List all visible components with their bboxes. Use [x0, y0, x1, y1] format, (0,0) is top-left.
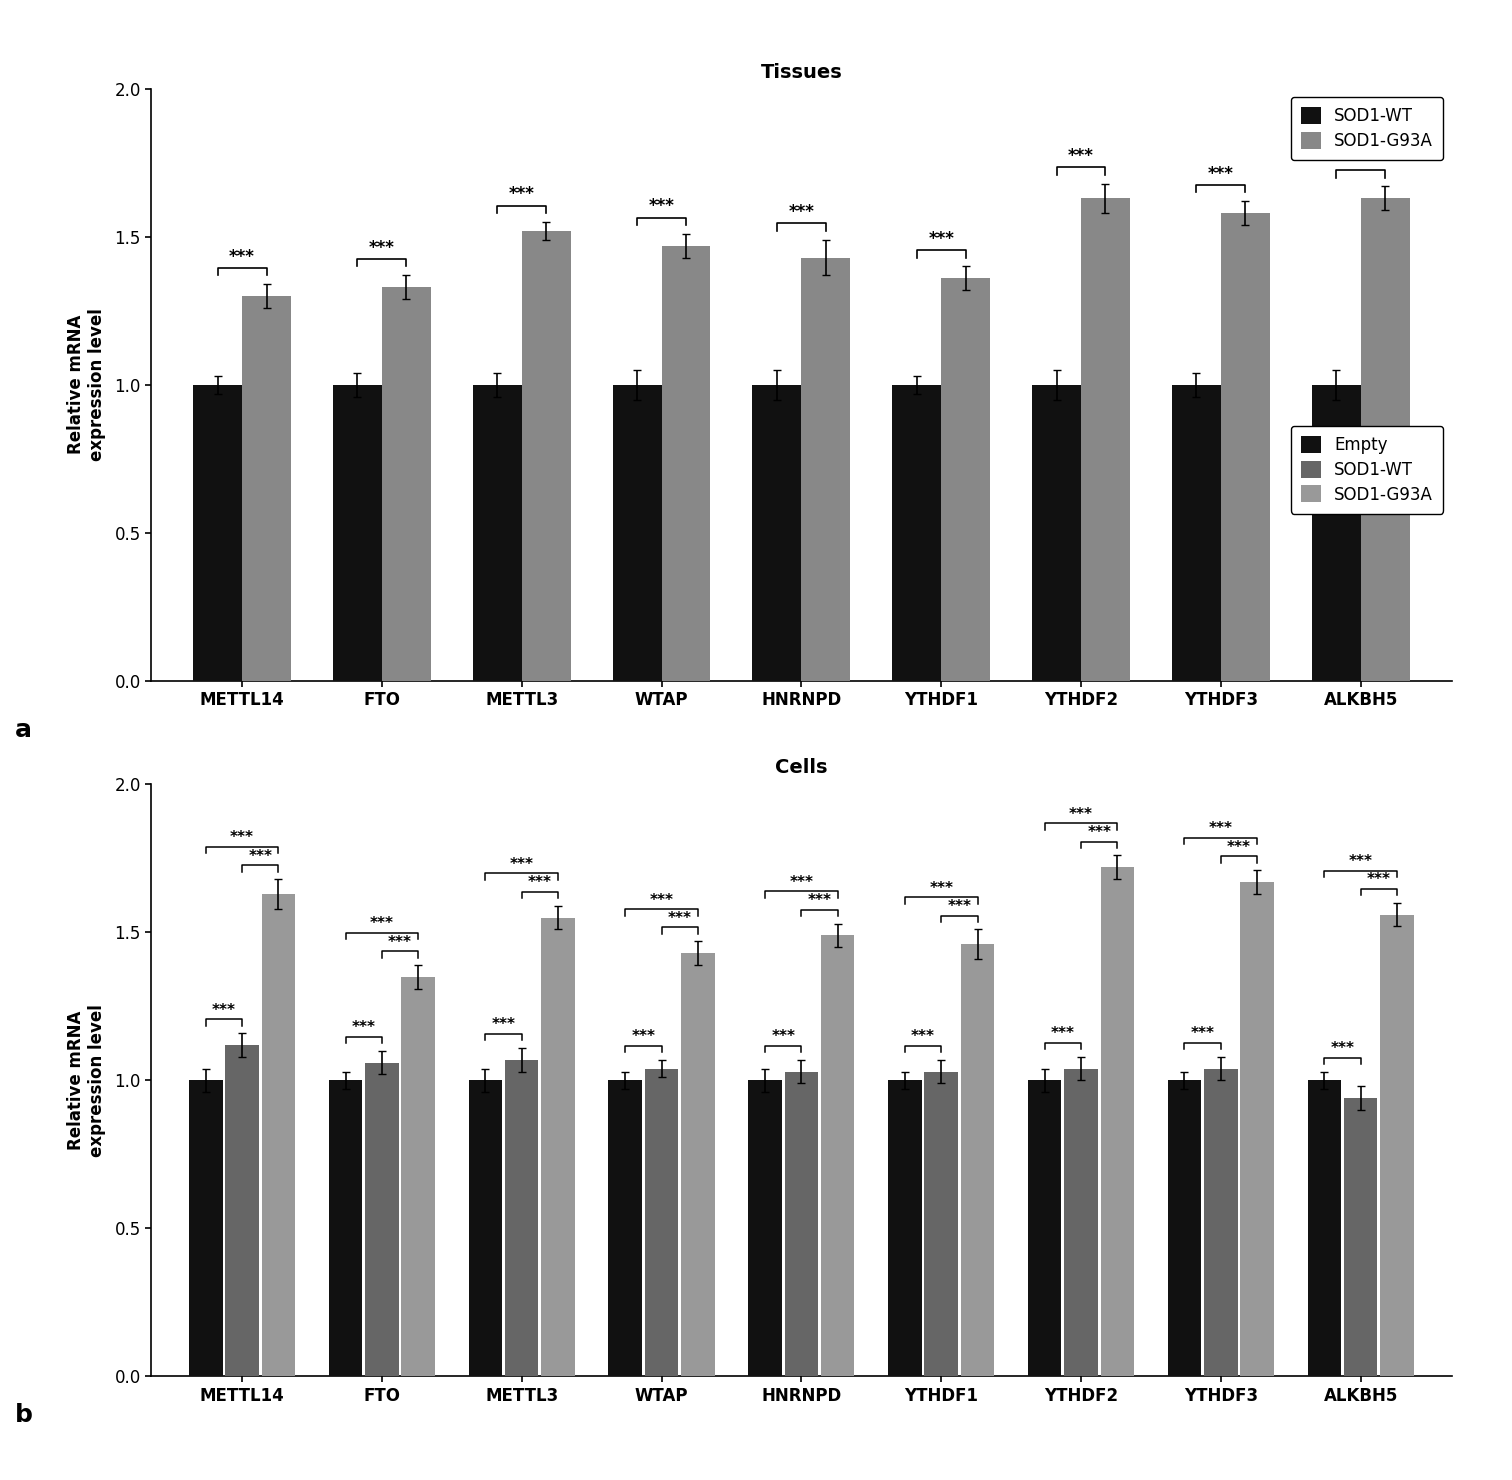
Text: ***: ***: [212, 1002, 236, 1018]
Bar: [328, 1080, 363, 1376]
Text: ***: ***: [788, 203, 815, 221]
Bar: [333, 385, 383, 681]
Text: ***: ***: [789, 875, 813, 889]
Title: Cells: Cells: [776, 758, 827, 777]
Text: ***: ***: [912, 1029, 934, 1045]
Bar: [225, 1045, 259, 1376]
Bar: [469, 1080, 502, 1376]
Bar: [1101, 867, 1134, 1376]
Bar: [1172, 385, 1220, 681]
Bar: [1220, 213, 1270, 681]
Bar: [608, 1080, 643, 1376]
Bar: [1167, 1080, 1201, 1376]
Bar: [940, 278, 990, 681]
Bar: [383, 287, 431, 681]
Bar: [505, 1060, 538, 1376]
Text: ***: ***: [1208, 821, 1232, 836]
Bar: [473, 385, 522, 681]
Text: ***: ***: [1067, 147, 1095, 164]
Text: a: a: [15, 718, 32, 741]
Text: ***: ***: [1349, 854, 1373, 869]
Text: ***: ***: [1069, 807, 1093, 821]
Text: ***: ***: [771, 1029, 795, 1045]
Bar: [541, 918, 575, 1376]
Text: ***: ***: [930, 881, 953, 895]
Bar: [194, 385, 242, 681]
Bar: [888, 1080, 922, 1376]
Bar: [1361, 198, 1409, 681]
Legend: SOD1-WT, SOD1-G93A: SOD1-WT, SOD1-G93A: [1291, 98, 1442, 160]
Text: ***: ***: [491, 1017, 516, 1033]
Text: ***: ***: [248, 848, 272, 864]
Text: ***: ***: [1228, 839, 1250, 855]
Text: ***: ***: [528, 875, 552, 891]
Text: ***: ***: [1347, 149, 1373, 167]
Text: ***: ***: [510, 857, 534, 872]
Bar: [662, 246, 711, 681]
Text: ***: ***: [369, 238, 395, 256]
Bar: [1312, 385, 1361, 681]
Bar: [680, 953, 715, 1376]
Bar: [1204, 1069, 1238, 1376]
Bar: [1308, 1080, 1341, 1376]
Text: ***: ***: [1087, 824, 1111, 841]
Y-axis label: Relative mRNA
expression level: Relative mRNA expression level: [67, 1003, 106, 1157]
Text: ***: ***: [1190, 1026, 1214, 1042]
Text: ***: ***: [1331, 1040, 1355, 1057]
Bar: [1064, 1069, 1098, 1376]
Bar: [364, 1063, 399, 1376]
Bar: [892, 385, 940, 681]
Bar: [748, 1080, 782, 1376]
Text: ***: ***: [650, 892, 673, 907]
Bar: [753, 385, 801, 681]
Text: ***: ***: [948, 898, 971, 915]
Bar: [402, 977, 435, 1376]
Title: Tissues: Tissues: [761, 62, 842, 81]
Bar: [924, 1072, 959, 1376]
Text: ***: ***: [928, 229, 954, 247]
Bar: [644, 1069, 679, 1376]
Bar: [801, 258, 850, 681]
Bar: [612, 385, 662, 681]
Text: ***: ***: [370, 916, 395, 931]
Text: ***: ***: [668, 910, 691, 926]
Text: ***: ***: [1208, 164, 1234, 182]
Bar: [189, 1080, 222, 1376]
Legend: Empty, SOD1-WT, SOD1-G93A: Empty, SOD1-WT, SOD1-G93A: [1291, 426, 1442, 514]
Text: ***: ***: [1367, 872, 1391, 888]
Bar: [1033, 385, 1081, 681]
Bar: [1028, 1080, 1061, 1376]
Text: ***: ***: [1051, 1026, 1075, 1042]
Text: ***: ***: [649, 197, 674, 215]
Bar: [821, 935, 854, 1376]
Text: ***: ***: [352, 1020, 375, 1036]
Y-axis label: Relative mRNA
expression level: Relative mRNA expression level: [67, 308, 106, 462]
Bar: [262, 894, 295, 1376]
Text: ***: ***: [807, 892, 832, 909]
Bar: [522, 231, 570, 681]
Bar: [242, 296, 290, 681]
Bar: [1081, 198, 1129, 681]
Bar: [1240, 882, 1275, 1376]
Text: ***: ***: [508, 185, 535, 203]
Bar: [1344, 1098, 1377, 1376]
Text: ***: ***: [389, 934, 413, 950]
Text: ***: ***: [230, 247, 256, 265]
Bar: [960, 944, 995, 1376]
Text: ***: ***: [632, 1029, 655, 1045]
Text: b: b: [15, 1403, 33, 1427]
Bar: [785, 1072, 818, 1376]
Text: ***: ***: [230, 830, 254, 845]
Bar: [1380, 915, 1414, 1376]
